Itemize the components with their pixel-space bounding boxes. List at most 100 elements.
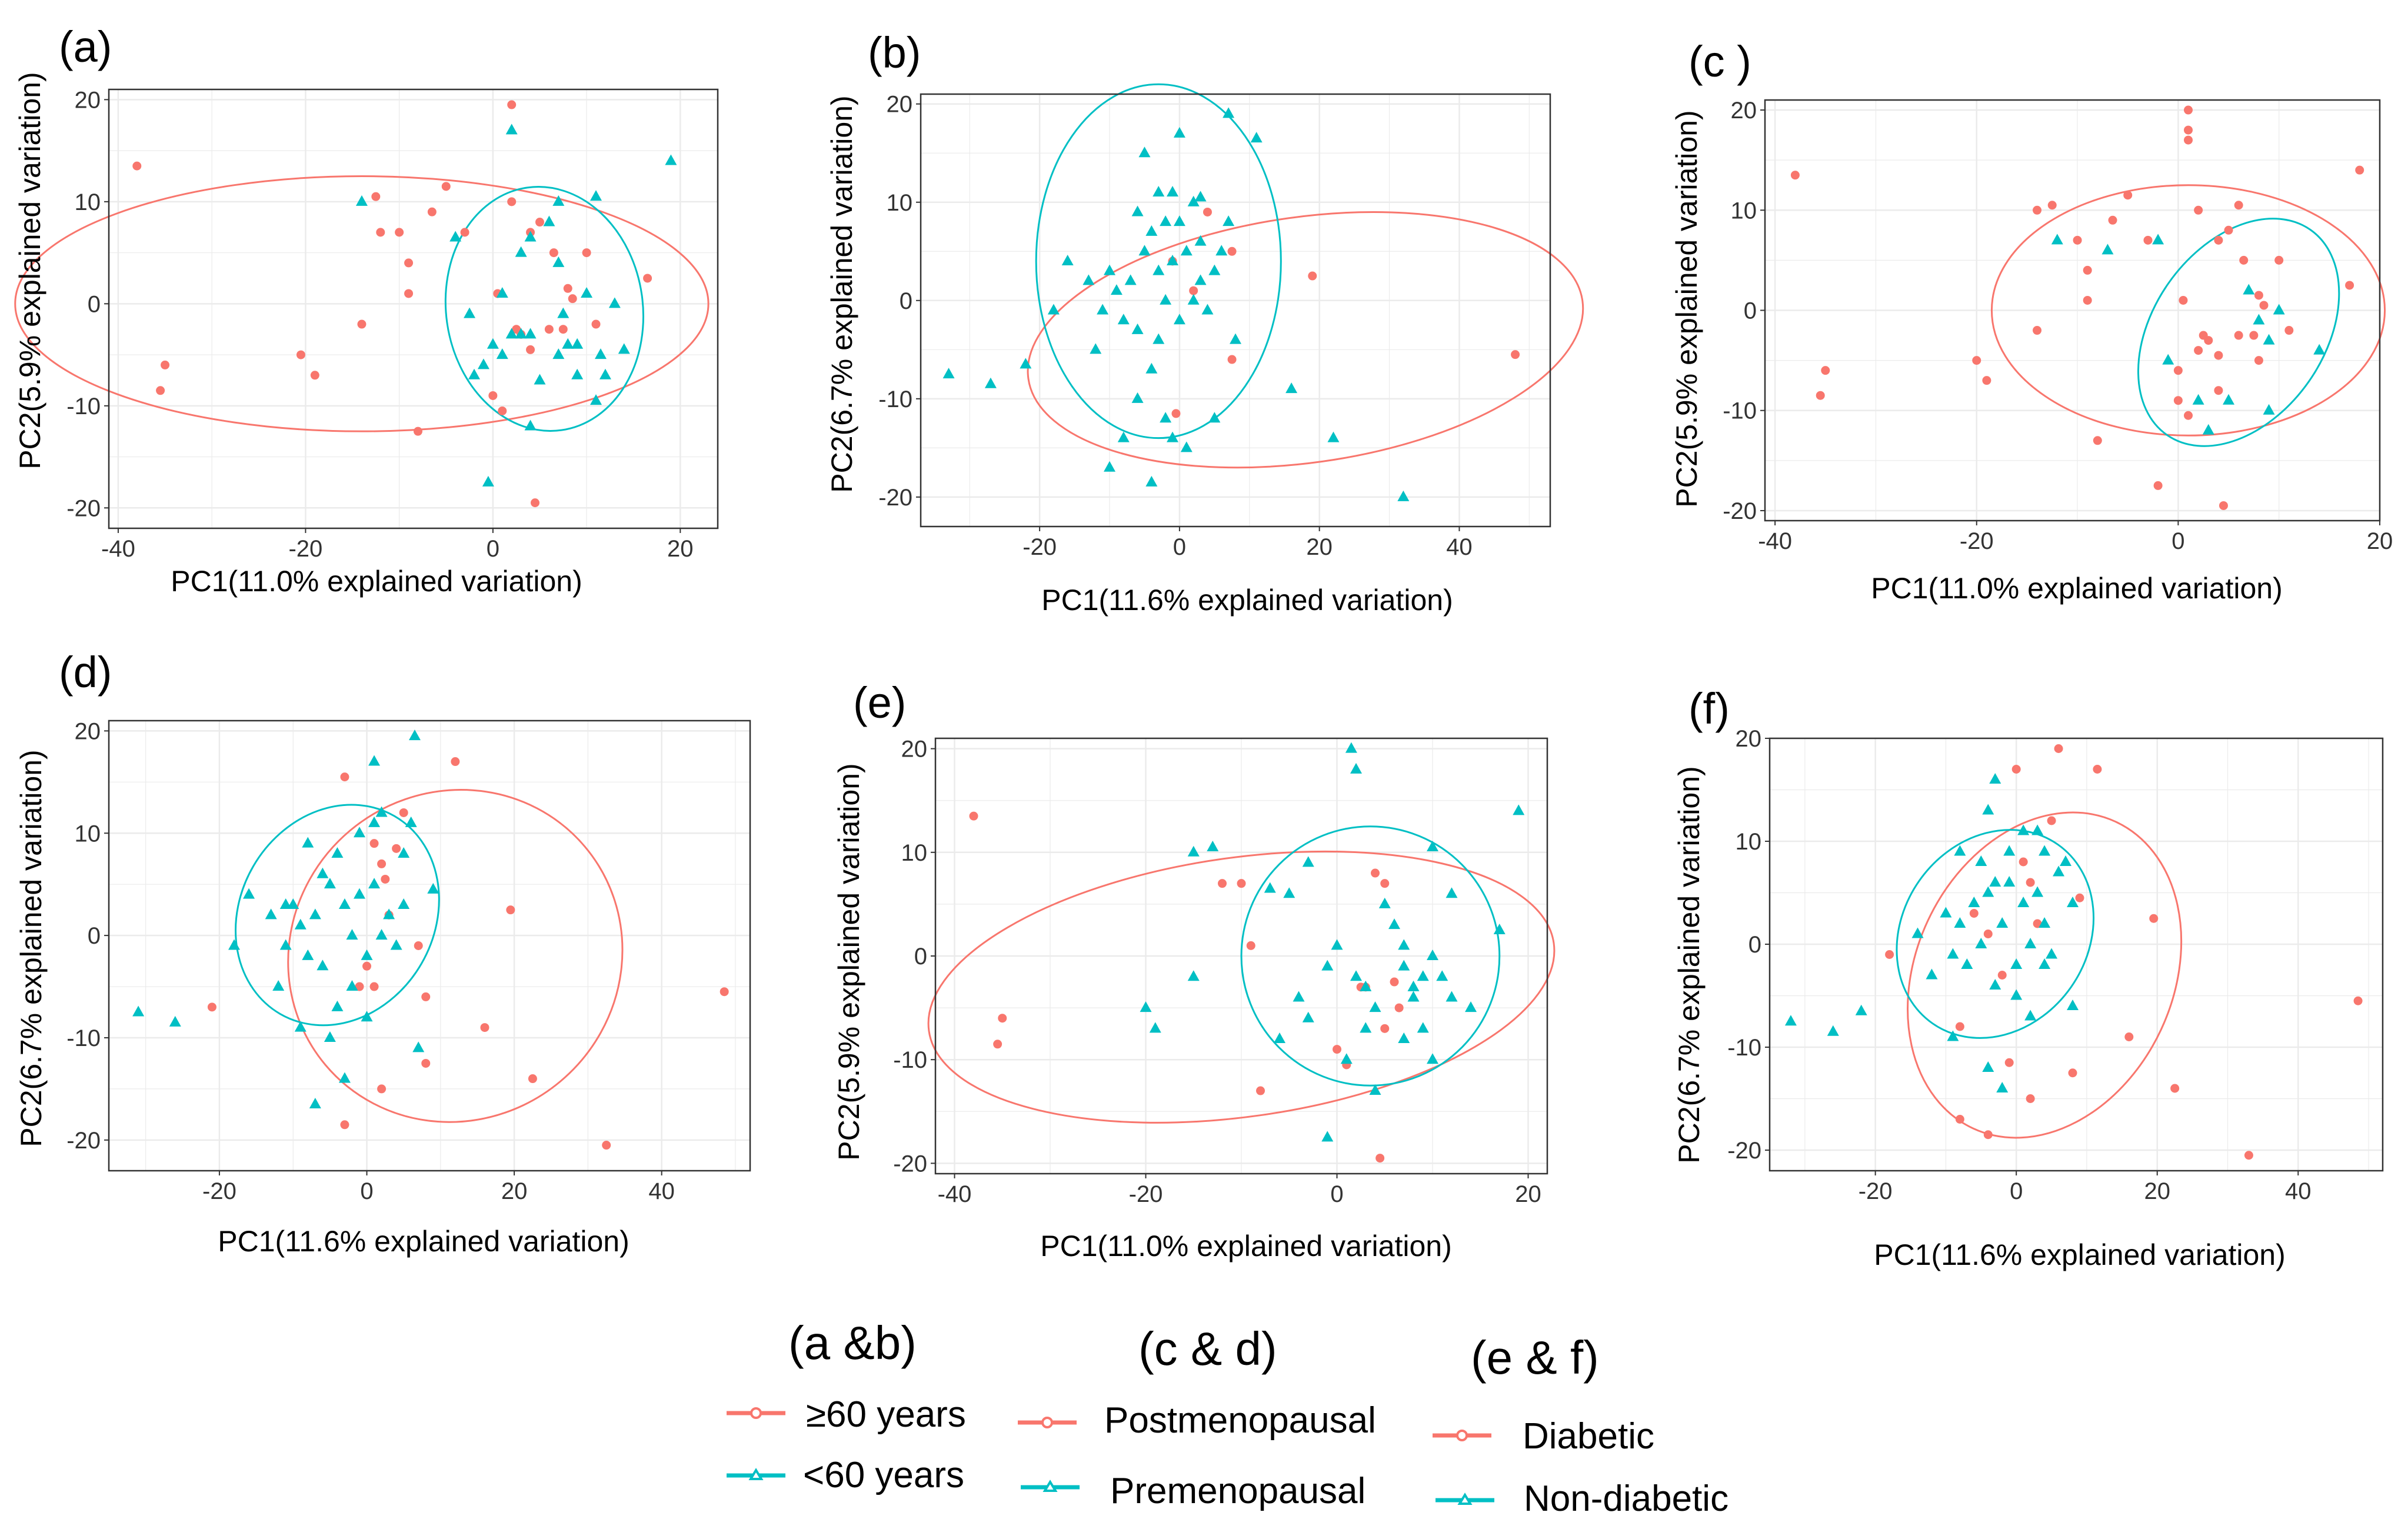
data-point-circle [451, 757, 460, 767]
data-point-triangle [361, 1011, 373, 1022]
data-point-triangle [1321, 1131, 1334, 1142]
data-point-circle [544, 325, 554, 334]
data-point-circle [362, 961, 372, 971]
data-point-circle [1511, 350, 1520, 359]
data-point-triangle [279, 898, 292, 909]
data-point-triangle [571, 338, 584, 349]
data-point-triangle [1223, 215, 1235, 226]
data-point-circle [2047, 201, 2057, 210]
data-point-triangle [398, 847, 410, 858]
data-point-circle [563, 284, 572, 293]
data-point-circle [1371, 868, 1380, 878]
data-point-circle [2194, 346, 2203, 355]
legend-title-cd: (c & d) [1138, 1323, 1277, 1375]
data-point-triangle [324, 878, 336, 889]
data-point-triangle [1989, 773, 2001, 784]
confidence-ellipse-red [927, 850, 1556, 1124]
data-point-circle [582, 248, 591, 258]
data-point-triangle [1398, 960, 1410, 971]
data-point-triangle [1167, 254, 1178, 265]
data-point-circle [427, 207, 437, 216]
x-tick-label: 0 [1330, 1181, 1343, 1207]
x-tick-label: 0 [1173, 534, 1186, 560]
data-point-triangle [2010, 989, 2023, 1000]
data-point-circle [2249, 331, 2259, 340]
data-point-triangle [1083, 274, 1095, 285]
data-point-circle [488, 391, 498, 400]
data-point-circle [2093, 436, 2102, 445]
data-point-triangle [1153, 186, 1165, 197]
data-point-triangle [2253, 314, 2265, 325]
y-tick-label: -10 [1723, 398, 1757, 424]
x-tick-label: -20 [1129, 1181, 1163, 1207]
data-point-triangle [338, 1072, 351, 1083]
data-point-circle [404, 258, 414, 268]
data-point-triangle [2192, 394, 2204, 405]
data-point-triangle [2003, 845, 2016, 856]
data-point-triangle [2003, 876, 2016, 887]
x-tick-label: -20 [1859, 1178, 1893, 1204]
x-axis-title-c: PC1(11.0% explained variation) [1871, 572, 2282, 605]
data-point-circle [2143, 235, 2153, 245]
data-point-triangle [2010, 958, 2023, 969]
data-point-circle [643, 274, 652, 283]
plot-frame [1768, 737, 2384, 1172]
data-point-triangle [1975, 855, 1987, 866]
data-point-triangle [505, 124, 518, 135]
data-point-circle [2214, 386, 2223, 395]
data-point-triangle [2039, 845, 2051, 856]
plot-frame [108, 719, 751, 1172]
data-point-triangle [665, 154, 677, 165]
data-point-circle [993, 1040, 1002, 1049]
y-tick-label: 10 [75, 821, 101, 847]
data-point-triangle [534, 374, 546, 385]
data-point-triangle [1283, 887, 1295, 898]
y-tick-label: -20 [66, 495, 101, 521]
data-point-circle [2073, 235, 2082, 245]
data-point-triangle [2101, 244, 2114, 255]
data-point-circle [2184, 125, 2193, 135]
data-point-circle [2123, 191, 2133, 200]
data-point-circle [2083, 295, 2092, 305]
data-point-triangle [398, 898, 410, 909]
data-point-circle [2184, 105, 2193, 115]
data-point-circle [1972, 356, 1981, 365]
data-point-circle [2173, 396, 2183, 405]
data-point-triangle [1982, 886, 1994, 897]
data-point-circle [2194, 205, 2203, 215]
data-point-triangle [1989, 876, 2001, 887]
data-point-triangle [346, 980, 358, 991]
data-point-circle [1375, 1154, 1385, 1163]
data-point-triangle [1855, 1004, 1867, 1015]
panel-b: (b) -20 0 20 40 -20 -10 0 10 20 PC1(11.6% explai… [825, 28, 1584, 617]
data-point-circle [2184, 411, 2193, 420]
data-point-triangle [2067, 1000, 2079, 1010]
y-tick-label: -10 [1727, 1035, 1761, 1061]
data-point-triangle [309, 1097, 321, 1108]
y-tick-label: 20 [1736, 726, 1762, 752]
data-point-triangle [309, 908, 321, 920]
data-point-triangle [2046, 948, 2058, 959]
confidence-ellipse-red [1907, 811, 2183, 1139]
data-point-triangle [1131, 392, 1144, 403]
data-point-triangle [1187, 970, 1200, 981]
data-point-triangle [1153, 264, 1165, 275]
x-tick-label: -20 [202, 1178, 237, 1204]
data-point-triangle [618, 343, 630, 354]
data-point-circle [1790, 171, 1800, 180]
data-point-triangle [1160, 412, 1172, 423]
y-axis-title-c: PC2(5.9% explained variation) [1670, 110, 1703, 507]
y-axis-title-f: PC2(6.7% explained variation) [1673, 766, 1706, 1163]
data-point-triangle [279, 939, 292, 950]
data-point-circle [2345, 281, 2354, 290]
data-point-triangle [272, 980, 285, 991]
data-point-triangle [375, 929, 388, 940]
legend-title-ab: (a &b) [788, 1317, 917, 1369]
data-point-triangle [2031, 824, 2044, 835]
confidence-ellipse-teal [1240, 825, 1501, 1087]
data-point-circle [720, 987, 729, 997]
data-point-triangle [1996, 1082, 2009, 1092]
data-point-triangle [1345, 742, 1357, 753]
data-point-triangle [2031, 886, 2044, 897]
data-point-triangle [2223, 394, 2235, 405]
